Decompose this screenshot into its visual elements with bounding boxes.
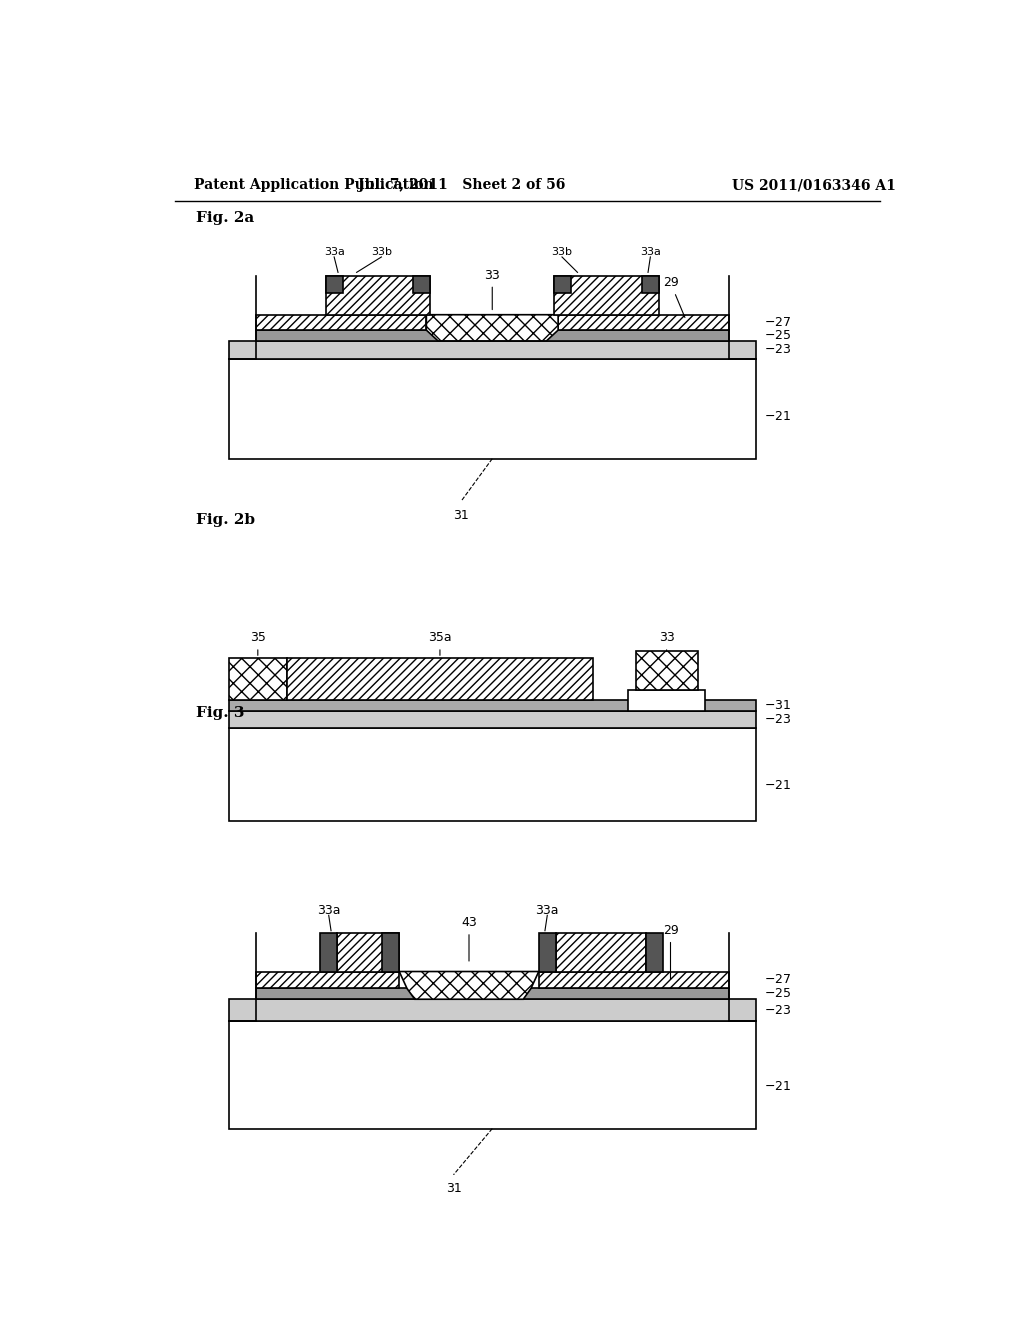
Bar <box>326 276 430 314</box>
Bar <box>539 933 556 972</box>
Bar <box>646 933 663 972</box>
Bar <box>228 1020 756 1129</box>
Text: 29: 29 <box>663 276 685 318</box>
Bar <box>337 933 399 972</box>
Bar <box>228 729 756 821</box>
Text: 35: 35 <box>250 631 266 655</box>
Text: Jul. 7, 2011   Sheet 2 of 56: Jul. 7, 2011 Sheet 2 of 56 <box>357 178 565 193</box>
Text: 29: 29 <box>663 924 678 979</box>
Text: Fig. 2a: Fig. 2a <box>197 211 254 226</box>
Text: 35a: 35a <box>428 631 452 655</box>
Bar <box>228 711 756 729</box>
Polygon shape <box>399 972 539 999</box>
Text: $-$23: $-$23 <box>764 1003 791 1016</box>
Text: 33: 33 <box>658 631 675 651</box>
Text: $-$21: $-$21 <box>764 779 791 792</box>
Text: $-$27: $-$27 <box>764 315 791 329</box>
Bar <box>414 276 430 293</box>
Text: 33b: 33b <box>552 247 572 257</box>
Text: 33a: 33a <box>317 904 340 917</box>
Text: $-$31: $-$31 <box>764 700 791 713</box>
Bar <box>554 276 571 293</box>
Bar <box>256 314 426 330</box>
Text: 33a: 33a <box>640 247 660 257</box>
Text: 33a: 33a <box>324 247 345 257</box>
Text: $-$27: $-$27 <box>764 973 791 986</box>
Bar <box>256 972 399 989</box>
Bar <box>228 359 756 459</box>
Bar <box>554 276 658 314</box>
Text: $-$23: $-$23 <box>764 343 791 356</box>
Text: $-$21: $-$21 <box>764 1080 791 1093</box>
Text: 33b: 33b <box>371 247 392 257</box>
Bar <box>636 651 697 689</box>
Text: $-$21: $-$21 <box>764 409 791 422</box>
Bar <box>228 341 756 359</box>
Text: 31: 31 <box>454 508 469 521</box>
Bar <box>558 314 729 330</box>
Bar <box>326 276 343 293</box>
Bar <box>287 659 593 701</box>
Bar <box>256 330 729 341</box>
Text: Fig. 3: Fig. 3 <box>197 706 245 719</box>
Text: 33: 33 <box>484 268 500 310</box>
Bar <box>628 689 706 711</box>
Bar <box>642 276 658 293</box>
Bar <box>539 972 729 989</box>
Bar <box>321 933 337 972</box>
Text: Fig. 2b: Fig. 2b <box>197 513 255 527</box>
Bar <box>256 989 729 999</box>
Text: $-$25: $-$25 <box>764 329 791 342</box>
Text: US 2011/0163346 A1: US 2011/0163346 A1 <box>732 178 896 193</box>
Bar <box>228 999 756 1020</box>
Bar <box>382 933 399 972</box>
Bar <box>556 933 646 972</box>
Text: 43: 43 <box>461 916 477 961</box>
Text: 31: 31 <box>445 1183 462 1196</box>
Text: $-$25: $-$25 <box>764 987 791 1001</box>
Text: $-$23: $-$23 <box>764 713 791 726</box>
Bar <box>228 701 756 711</box>
Bar <box>228 659 287 701</box>
Polygon shape <box>426 314 558 341</box>
Text: Patent Application Publication: Patent Application Publication <box>194 178 433 193</box>
Text: 33a: 33a <box>536 904 559 917</box>
